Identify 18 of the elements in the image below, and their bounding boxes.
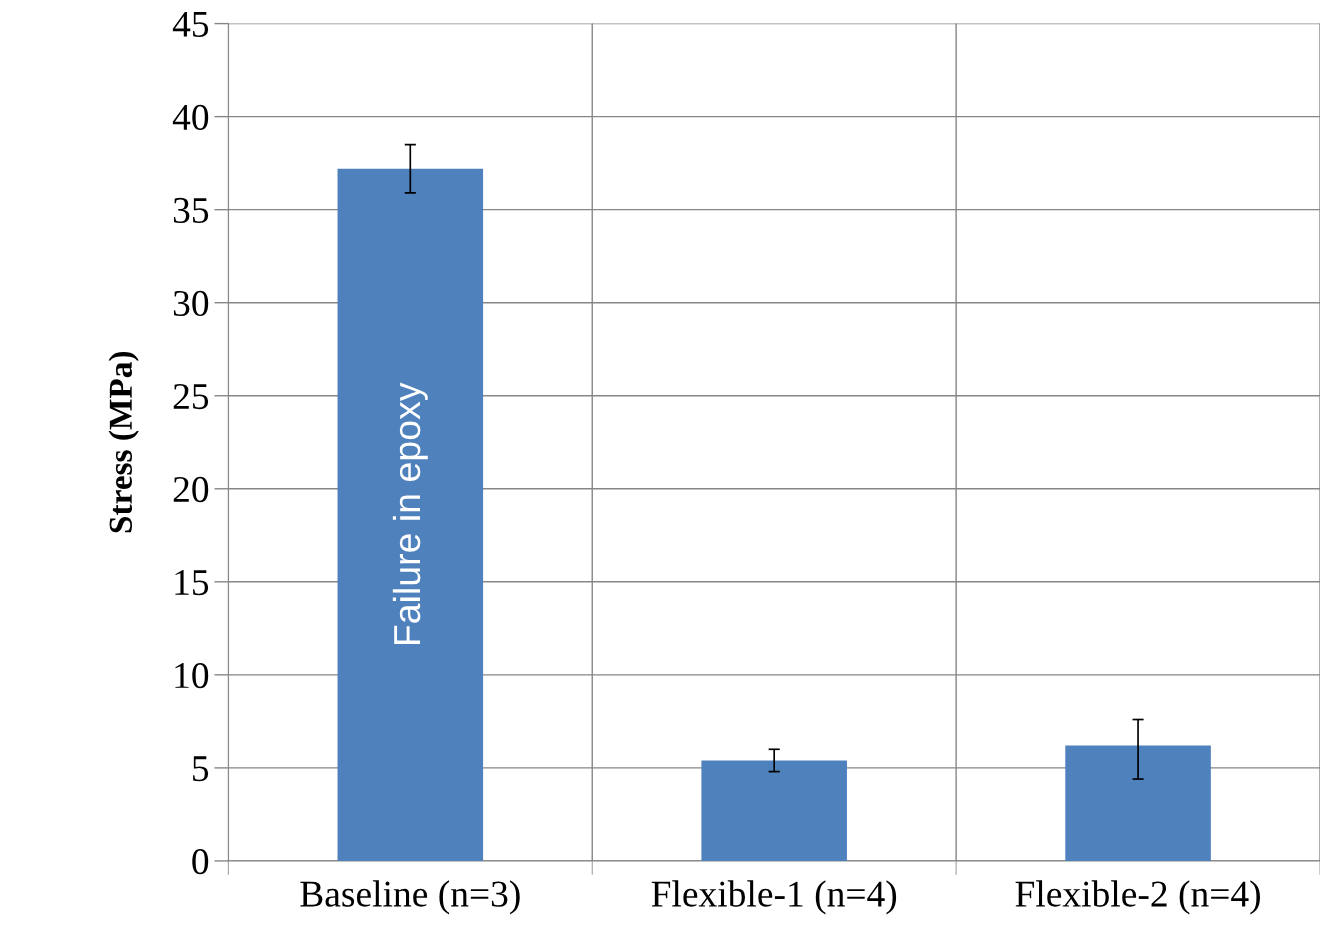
y-tick-label: 25 <box>173 383 209 410</box>
y-tick-label: 20 <box>173 476 209 503</box>
bar <box>1065 745 1211 861</box>
x-tick-label: Baseline (n=3) <box>300 880 520 915</box>
y-axis-title: Stress (MPa) <box>108 351 139 533</box>
y-tick-label: 5 <box>193 756 209 782</box>
x-tick-label: Flexible-2 (n=4) <box>1015 880 1260 915</box>
x-tick-label: Flexible-1 (n=4) <box>651 880 897 915</box>
y-tick-label: 15 <box>175 570 209 596</box>
y-tick-label: 40 <box>172 104 209 131</box>
y-tick-label: 45 <box>172 11 209 37</box>
y-tick-label: 35 <box>173 197 209 224</box>
y-tick-label: 10 <box>175 662 209 689</box>
bar <box>701 760 847 861</box>
y-tick-label: 30 <box>173 290 209 317</box>
bar <box>337 168 484 861</box>
y-tick-label: 0 <box>192 849 209 875</box>
annotation: Failure in epoxy <box>392 382 428 645</box>
